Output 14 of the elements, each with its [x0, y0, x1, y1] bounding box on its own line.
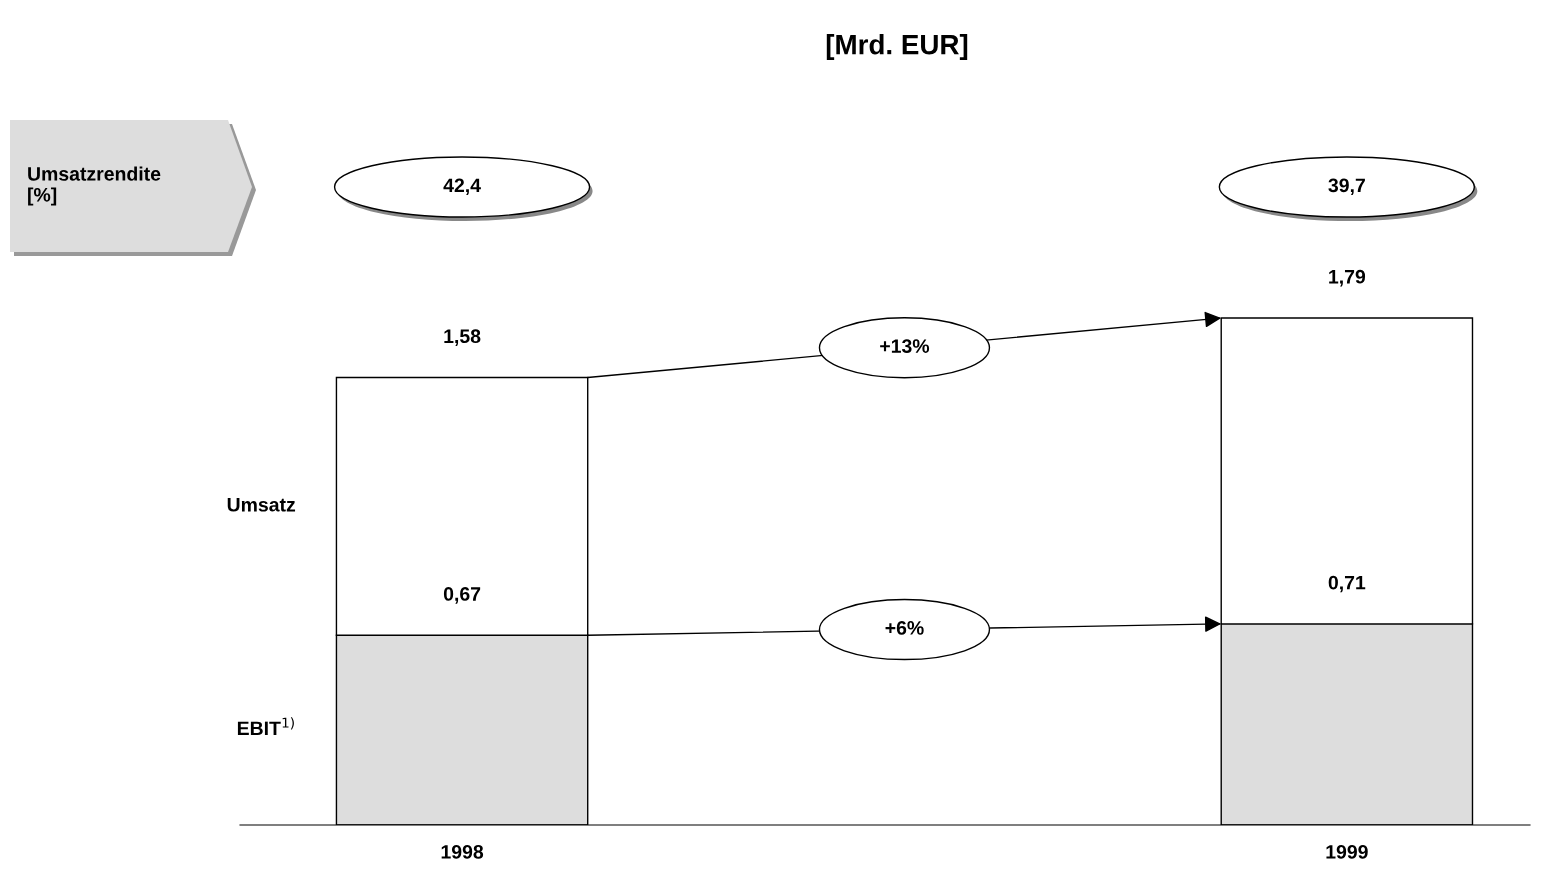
chart-title: [Mrd. EUR]	[826, 34, 968, 60]
text: 39,7	[1328, 178, 1365, 196]
x-tick-label: 1999	[1326, 844, 1368, 859]
text: 42,4	[443, 178, 481, 196]
x-tick-label: 1998	[441, 844, 484, 859]
annotation: +6%	[885, 621, 924, 635]
data-label: 0,71	[1328, 575, 1366, 593]
annotation: +13%	[880, 339, 930, 353]
text: Umsatzrendite [%]	[28, 166, 161, 206]
total-label: 1,58	[444, 329, 481, 346]
data-label: 0,67	[443, 587, 481, 604]
total-label: 1,79	[1329, 269, 1366, 287]
text: Umsatz	[227, 498, 296, 512]
text: EBIT$^{1)}$	[237, 717, 294, 736]
